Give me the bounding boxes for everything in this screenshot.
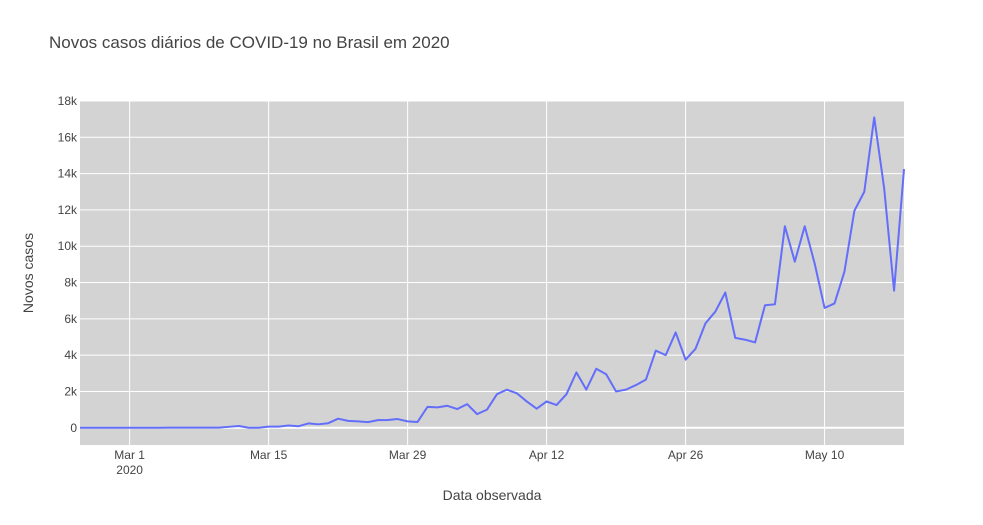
x-tick-label: Mar 15: [250, 448, 288, 462]
x-tick-label: Apr 26: [668, 448, 704, 462]
x-tick-label: Apr 12: [529, 448, 565, 462]
plot-background: [80, 101, 904, 445]
y-tick-label: 16k: [58, 130, 78, 144]
x-tick-label: Mar 1: [114, 448, 145, 462]
series-layer: [79, 116, 905, 429]
chart-title: Novos casos diários de COVID-19 no Brasi…: [49, 33, 450, 52]
y-tick-label: 12k: [58, 203, 78, 217]
y-axis-title: Novos casos: [20, 233, 36, 313]
x-tick-label: May 10: [805, 448, 845, 462]
y-tick-label: 10k: [58, 239, 78, 253]
y-tick-label: 18k: [58, 94, 78, 108]
y-tick-label: 6k: [64, 312, 78, 326]
grid-lines: [80, 100, 904, 445]
series-line-1: [79, 116, 905, 429]
x-tick-label: Mar 29: [389, 448, 427, 462]
y-tick-label: 14k: [58, 167, 78, 181]
x-tick-sublabel: 2020: [116, 463, 143, 477]
y-axis-ticks: 0 2k 4k 6k 8k 10k 12k 14k 16k 18k: [58, 94, 78, 435]
y-tick-label: 2k: [64, 384, 78, 398]
y-tick-label: 0: [70, 421, 77, 435]
x-axis-title: Data observada: [443, 487, 542, 503]
y-tick-label: 8k: [64, 276, 78, 290]
y-tick-label: 4k: [64, 348, 78, 362]
